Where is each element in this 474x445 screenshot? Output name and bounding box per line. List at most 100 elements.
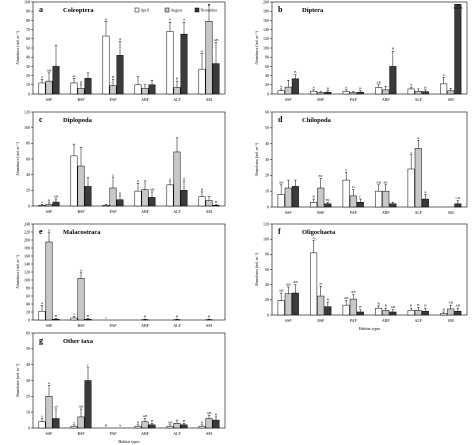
x-tick-label: ABF [382,210,391,215]
x-tick-label: SM [448,210,454,215]
y-tick-label: 20 [265,173,269,178]
bar-august [141,421,149,429]
x-tick-label: SSF [285,210,292,215]
bar-november [52,418,60,429]
significance-label: B [176,315,179,319]
bar-april [407,310,415,316]
y-tick-label: 60 [265,64,269,69]
significance-label: BC [383,180,388,184]
y-tick-label: 120 [263,36,269,41]
bar-november [84,78,92,95]
y-tick-label: 60 [26,156,30,161]
bar-november [454,310,462,316]
significance-label: A [41,301,44,305]
bar-august [414,310,422,316]
significance-label: a [73,420,75,424]
y-axis-label: Abundance (ind. m⁻²) [255,252,259,286]
y-tick-label: 10 [26,410,30,415]
significance-label: A [201,49,204,53]
bar-november [389,203,397,208]
bar-august [77,416,85,429]
x-tick-label: BSF [317,210,325,215]
significance-label: AB [455,304,460,308]
x-tick-label: PAP [350,97,358,102]
y-axis-label: Abundance (ind. m⁻²) [16,254,20,288]
significance-label: A [442,73,445,77]
significance-label: A [424,190,427,194]
significance-label: A [48,228,51,232]
plot-frame [271,223,468,316]
y-axis-label: Abundance (ind. m⁻²) [16,363,20,397]
y-tick-label: 40 [265,282,269,287]
x-tick-label: PAP [110,209,118,214]
significance-label: A [280,84,283,88]
y-tick-label: 80 [26,141,30,146]
bar-november [356,91,364,95]
significance-label: B [313,195,316,199]
bar-november [148,424,156,429]
x-tick-label: SM [206,431,212,436]
x-tick-label: ALF [173,323,181,328]
bar-april [375,190,383,208]
significance-label: CD [455,196,460,200]
y-tick-label: 30 [26,378,30,383]
significance-label: A [183,176,186,180]
significance-label: B [410,304,413,308]
bar-april [38,310,46,321]
bar-august [349,298,357,316]
x-tick-label: BSF [77,209,85,214]
significance-label: B [327,86,330,90]
y-tick-label: 0 [28,203,30,208]
panel-title: Malacostraca [63,229,101,236]
significance-label: a [105,316,107,320]
y-tick-label: 20 [26,309,30,314]
bar-november [421,198,429,208]
significance-label: B [48,198,51,202]
x-tick-label: ABF [141,97,150,102]
bar-november [421,91,429,95]
significance-label: B [378,301,381,305]
bar-april [70,317,78,321]
y-tick-label: 100 [263,237,269,242]
x-tick-label: ABF [141,431,150,436]
y-tick-label: 180 [24,245,30,250]
significance-label: ab [319,282,323,286]
significance-label: A [119,424,122,428]
bar-april [70,426,78,429]
x-tick-label: SSF [46,209,53,214]
x-tick-label: SM [206,323,212,328]
x-tick-label: ALF [173,209,181,214]
y-tick-label: 90 [26,9,30,14]
bar-april [134,426,142,429]
x-tick-label: BSF [77,97,85,102]
significance-label: B [359,86,362,90]
bar-november [324,203,332,208]
plot-frame [271,1,468,95]
significance-label: AB [207,411,212,415]
bar-november [52,201,60,207]
bar-august [317,295,325,316]
bar-august [284,293,292,316]
significance-label: AB [286,282,291,286]
bar-april [198,196,206,207]
panel-letter: b [278,5,283,14]
bar-november [52,318,60,321]
bar-august [109,187,117,207]
bar-april [407,88,415,95]
y-tick-label: 160 [24,253,30,258]
panel-d: 0 10 20 30 40 50 60 Abundance (ind. m⁻²) d Chilop… [255,109,468,215]
y-tick-label: 100 [24,125,30,130]
y-tick-label: 140 [263,27,269,32]
significance-label: a [41,200,43,204]
significance-label: B [294,70,297,74]
significance-label: AB [214,38,219,42]
y-tick-label: 80 [265,252,269,257]
y-tick-label: 200 [263,0,269,4]
bar-april [310,252,318,316]
bar-august [205,418,213,429]
bar-august [284,187,292,208]
legend-label-november: November [201,8,219,13]
y-tick-label: 240 [24,221,30,226]
y-tick-label: 40 [265,73,269,78]
bar-april [70,82,78,95]
